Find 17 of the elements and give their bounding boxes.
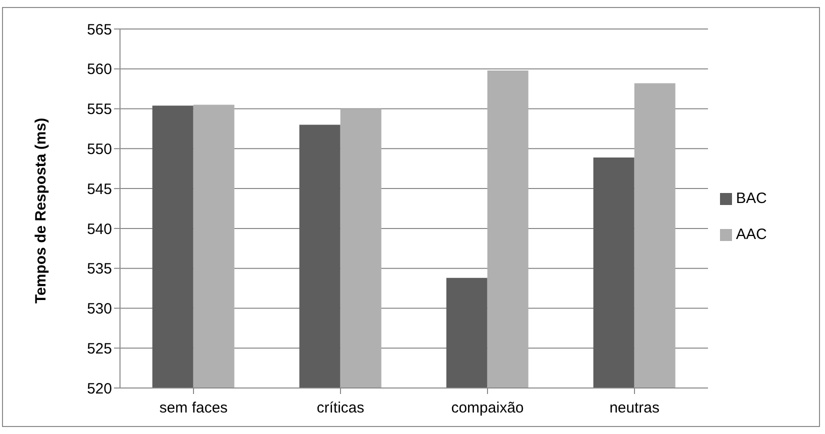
y-tick-label: 520: [86, 380, 112, 398]
x-tick-label: compaixão: [451, 400, 524, 417]
y-tick-label: 565: [86, 21, 112, 38]
x-tick-label: sem faces: [159, 400, 228, 417]
x-tick-label: neutras: [609, 400, 660, 417]
y-tick-label: 540: [86, 220, 112, 238]
x-tick-label: críticas: [316, 400, 364, 417]
y-tick-label: 530: [86, 300, 112, 318]
y-tick-label: 550: [86, 140, 112, 158]
legend-label: AAC: [736, 226, 767, 243]
y-tick-label: 560: [86, 61, 112, 78]
legend-label: BAC: [736, 190, 767, 207]
y-axis-title: Tempos de Resposta (ms): [32, 118, 50, 304]
y-tick-label: 535: [86, 260, 112, 278]
y-tick-label: 545: [86, 180, 112, 198]
y-tick-label: 525: [86, 340, 112, 358]
y-tick-label: 555: [86, 101, 112, 118]
